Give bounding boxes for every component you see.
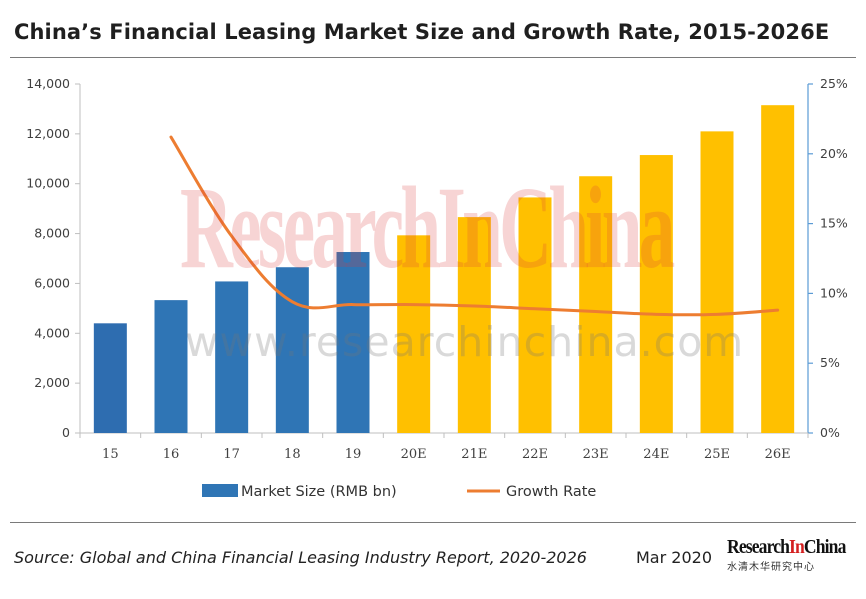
brand-logo: ResearchInChina 水清木华研究中心 [727, 536, 847, 576]
left-axis-tick-label: 2,000 [34, 375, 70, 390]
source-note: Source: Global and China Financial Leasi… [14, 548, 587, 567]
bar-forecast [761, 105, 795, 434]
x-axis-category-label: 18 [284, 447, 301, 462]
title-divider [10, 57, 856, 58]
right-axis-tick-label: 25% [820, 76, 848, 91]
left-axis-tick-label: 0 [62, 425, 70, 440]
chart-title: China’s Financial Leasing Market Size an… [14, 20, 830, 44]
chart-plot: 0 2,000 4,000 6,000 8,000 10,000 12,000 14,000 0… [26, 76, 848, 500]
x-axis-category-label: 23E [583, 447, 609, 462]
logo-accent: In [789, 536, 805, 558]
bar-actual [215, 281, 249, 433]
x-axis-category-label: 24E [643, 447, 669, 462]
right-axis-tick-label: 15% [820, 216, 848, 231]
bar-forecast [397, 235, 431, 433]
x-axis-category-label: 26E [765, 447, 791, 462]
right-axis-tick-label: 20% [820, 146, 848, 161]
left-axis-tick-label: 10,000 [26, 176, 70, 191]
bar-forecast [700, 131, 734, 433]
logo-wordmark: ResearchInChina [727, 536, 846, 559]
x-axis-category-label: 16 [163, 447, 180, 462]
logo-subtitle: 水清木华研究中心 [727, 562, 815, 573]
x-axis-category-label: 22E [522, 447, 548, 462]
left-axis-tick-label: 6,000 [34, 275, 70, 290]
bar-forecast [457, 217, 491, 433]
x-axis-category-label: 17 [223, 447, 240, 462]
left-axis-tick-label: 4,000 [34, 325, 70, 340]
x-axis-category-label: 25E [704, 447, 730, 462]
right-axis-tick-label: 10% [820, 285, 848, 300]
x-axis-category-label: 21E [461, 447, 487, 462]
legend-swatch-market-size [202, 484, 238, 497]
footer-divider [10, 522, 856, 523]
right-axis-tick-label: 0% [820, 425, 840, 440]
bar-forecast [518, 197, 552, 433]
watermark-url: www.researchinchina.com [185, 318, 745, 366]
bar-forecast [579, 176, 613, 433]
x-axis-category-label: 19 [345, 447, 362, 462]
bar-actual [336, 252, 370, 433]
left-axis-tick-label: 8,000 [34, 226, 70, 241]
bar-forecast [639, 155, 673, 433]
logo-suffix: China [803, 536, 846, 558]
report-date: Mar 2020 [636, 548, 712, 567]
watermark-text: ResearchInChina [180, 162, 675, 293]
left-axis-tick-label: 12,000 [26, 126, 70, 141]
growth-rate-line [169, 135, 780, 317]
x-axis-category-label: 20E [401, 447, 427, 462]
right-axis-tick-label: 5% [820, 355, 840, 370]
logo-prefix: Research [727, 536, 790, 558]
legend-label-market-size: Market Size (RMB bn) [241, 484, 397, 500]
x-axis-category-label: 15 [102, 447, 119, 462]
bar-actual [93, 323, 127, 433]
legend-label-growth-rate: Growth Rate [506, 484, 596, 500]
left-axis-tick-label: 14,000 [26, 76, 70, 91]
bar-actual [154, 300, 188, 433]
